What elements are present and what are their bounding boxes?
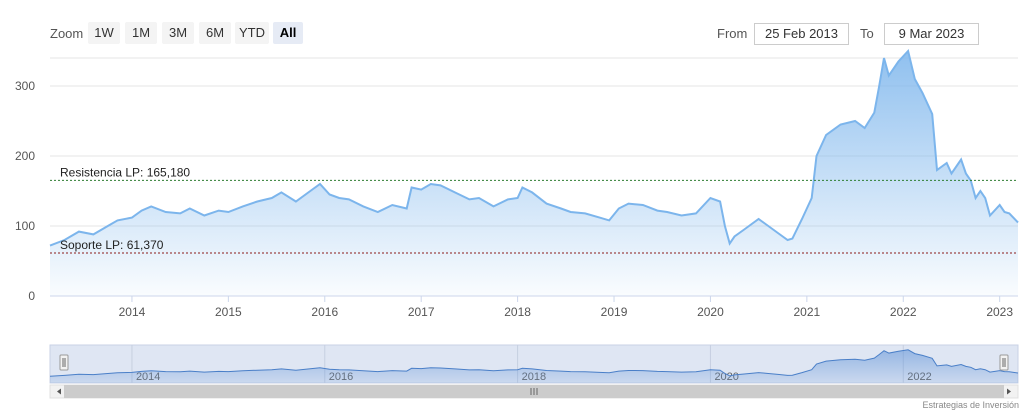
zoom-button-ytd[interactable]: YTD: [235, 22, 269, 44]
zoom-button-3m[interactable]: 3M: [162, 22, 194, 44]
to-label: To: [860, 26, 874, 41]
x-tick-label: 2017: [408, 305, 435, 319]
zoom-button-6m[interactable]: 6M: [199, 22, 231, 44]
navigator-handle-left[interactable]: [59, 354, 69, 371]
navigator-handle-right[interactable]: [999, 354, 1009, 371]
zoom-button-1w[interactable]: 1W: [88, 22, 120, 44]
from-label: From: [717, 26, 748, 41]
from-date-input[interactable]: 25 Feb 2013: [754, 23, 849, 45]
zoom-label: Zoom: [50, 26, 84, 41]
y-axis: 0 100 200 300: [15, 79, 35, 303]
y-tick-label: 200: [15, 149, 35, 163]
navigator[interactable]: 20142016201820202022: [49, 344, 1019, 399]
zoom-button-1m[interactable]: 1M: [125, 22, 157, 44]
x-axis: 2014 2015 2016 2017 2018 2019 2020 2021 2022 2023: [50, 295, 1018, 319]
navigator-line: [49, 349, 1019, 377]
x-tick-label: 2023: [986, 305, 1013, 319]
x-tick-label: 2016: [311, 305, 338, 319]
to-date-input[interactable]: 9 Mar 2023: [884, 23, 979, 45]
annotation-label: Resistencia LP: 165,180: [60, 165, 190, 179]
y-tick-label: 300: [15, 79, 35, 93]
x-tick-label: 2020: [697, 305, 724, 319]
credits: Estrategias de Inversión: [922, 400, 1019, 410]
x-tick-label: 2018: [504, 305, 531, 319]
price-area: [50, 51, 1018, 296]
scroll-right-arrow-icon[interactable]: [1007, 388, 1011, 395]
price-line: [49, 48, 1019, 247]
zoom-button-all[interactable]: All: [273, 22, 303, 44]
y-tick-label: 100: [15, 219, 35, 233]
x-tick-label: 2021: [794, 305, 821, 319]
x-tick-label: 2022: [890, 305, 917, 319]
annotation-label: Soporte LP: 61,370: [60, 238, 164, 252]
y-tick-label: 0: [28, 289, 35, 303]
scroll-left-arrow-icon[interactable]: [57, 388, 61, 395]
x-tick-label: 2019: [601, 305, 628, 319]
x-tick-label: 2015: [215, 305, 242, 319]
x-tick-label: 2014: [119, 305, 146, 319]
annotation-lines: Resistencia LP: 165,180 Soporte LP: 61,37…: [50, 165, 1018, 254]
